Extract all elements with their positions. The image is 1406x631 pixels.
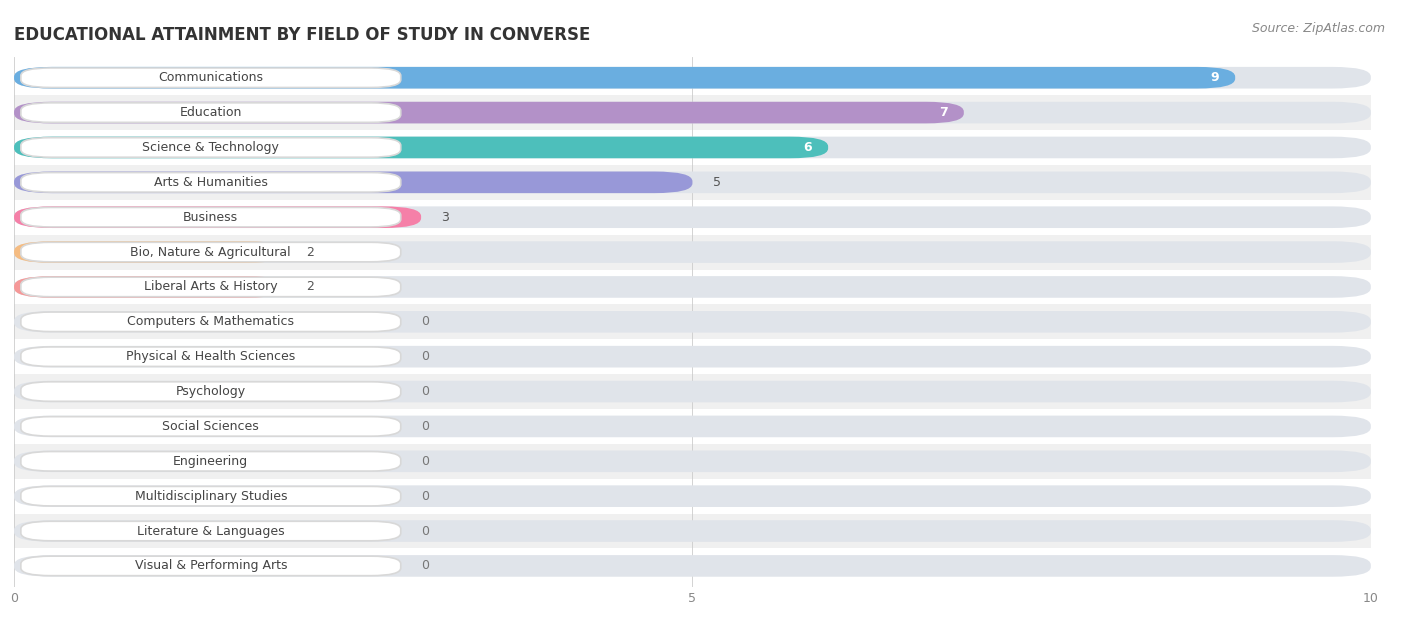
Bar: [14, 374, 1371, 409]
Text: 0: 0: [422, 524, 429, 538]
FancyBboxPatch shape: [14, 416, 1371, 437]
Bar: [14, 269, 1371, 304]
Bar: [14, 548, 1371, 583]
Bar: [14, 339, 1371, 374]
Text: Liberal Arts & History: Liberal Arts & History: [143, 280, 277, 293]
FancyBboxPatch shape: [14, 206, 1371, 228]
FancyBboxPatch shape: [14, 137, 1371, 158]
Bar: [14, 165, 1371, 200]
Text: 9: 9: [1211, 71, 1219, 84]
Text: 0: 0: [422, 420, 429, 433]
Text: Education: Education: [180, 106, 242, 119]
FancyBboxPatch shape: [21, 416, 401, 436]
FancyBboxPatch shape: [14, 276, 285, 298]
FancyBboxPatch shape: [21, 208, 401, 227]
Text: 0: 0: [422, 490, 429, 503]
Text: 2: 2: [305, 280, 314, 293]
Text: Source: ZipAtlas.com: Source: ZipAtlas.com: [1251, 22, 1385, 35]
Text: EDUCATIONAL ATTAINMENT BY FIELD OF STUDY IN CONVERSE: EDUCATIONAL ATTAINMENT BY FIELD OF STUDY…: [14, 26, 591, 44]
Text: Engineering: Engineering: [173, 455, 249, 468]
FancyBboxPatch shape: [14, 311, 1371, 333]
FancyBboxPatch shape: [21, 242, 401, 262]
FancyBboxPatch shape: [21, 347, 401, 367]
FancyBboxPatch shape: [21, 103, 401, 122]
FancyBboxPatch shape: [14, 67, 1371, 88]
Text: Social Sciences: Social Sciences: [163, 420, 259, 433]
FancyBboxPatch shape: [14, 520, 1371, 542]
Text: Science & Technology: Science & Technology: [142, 141, 280, 154]
Bar: [14, 95, 1371, 130]
Text: Visual & Performing Arts: Visual & Performing Arts: [135, 560, 287, 572]
FancyBboxPatch shape: [21, 382, 401, 401]
Bar: [14, 409, 1371, 444]
Text: 0: 0: [422, 455, 429, 468]
FancyBboxPatch shape: [21, 172, 401, 192]
FancyBboxPatch shape: [14, 380, 1371, 403]
FancyBboxPatch shape: [21, 487, 401, 506]
FancyBboxPatch shape: [21, 452, 401, 471]
Text: 0: 0: [422, 385, 429, 398]
Text: Business: Business: [183, 211, 239, 224]
Text: Communications: Communications: [159, 71, 263, 84]
Bar: [14, 304, 1371, 339]
Text: 3: 3: [441, 211, 450, 224]
Text: Arts & Humanities: Arts & Humanities: [153, 176, 267, 189]
Text: Computers & Mathematics: Computers & Mathematics: [128, 316, 294, 328]
FancyBboxPatch shape: [14, 555, 1371, 577]
FancyBboxPatch shape: [14, 102, 1371, 124]
FancyBboxPatch shape: [14, 67, 1236, 88]
Text: 6: 6: [803, 141, 811, 154]
Bar: [14, 479, 1371, 514]
Text: Literature & Languages: Literature & Languages: [136, 524, 284, 538]
FancyBboxPatch shape: [14, 172, 1371, 193]
Text: 5: 5: [713, 176, 721, 189]
Bar: [14, 235, 1371, 269]
FancyBboxPatch shape: [21, 277, 401, 297]
Text: 0: 0: [422, 560, 429, 572]
Text: Psychology: Psychology: [176, 385, 246, 398]
FancyBboxPatch shape: [14, 451, 1371, 472]
Bar: [14, 444, 1371, 479]
FancyBboxPatch shape: [14, 172, 692, 193]
FancyBboxPatch shape: [14, 346, 1371, 367]
FancyBboxPatch shape: [14, 241, 285, 263]
FancyBboxPatch shape: [14, 241, 1371, 263]
FancyBboxPatch shape: [14, 206, 422, 228]
FancyBboxPatch shape: [21, 556, 401, 575]
Text: Bio, Nature & Agricultural: Bio, Nature & Agricultural: [131, 245, 291, 259]
Bar: [14, 61, 1371, 95]
Text: 2: 2: [305, 245, 314, 259]
FancyBboxPatch shape: [14, 276, 1371, 298]
FancyBboxPatch shape: [14, 137, 828, 158]
Bar: [14, 514, 1371, 548]
FancyBboxPatch shape: [14, 485, 1371, 507]
FancyBboxPatch shape: [21, 312, 401, 331]
Text: Physical & Health Sciences: Physical & Health Sciences: [127, 350, 295, 363]
Bar: [14, 130, 1371, 165]
FancyBboxPatch shape: [21, 138, 401, 157]
FancyBboxPatch shape: [14, 102, 965, 124]
FancyBboxPatch shape: [21, 68, 401, 88]
Text: 0: 0: [422, 316, 429, 328]
Text: Multidisciplinary Studies: Multidisciplinary Studies: [135, 490, 287, 503]
Bar: [14, 200, 1371, 235]
FancyBboxPatch shape: [21, 521, 401, 541]
Text: 0: 0: [422, 350, 429, 363]
Text: 7: 7: [939, 106, 948, 119]
